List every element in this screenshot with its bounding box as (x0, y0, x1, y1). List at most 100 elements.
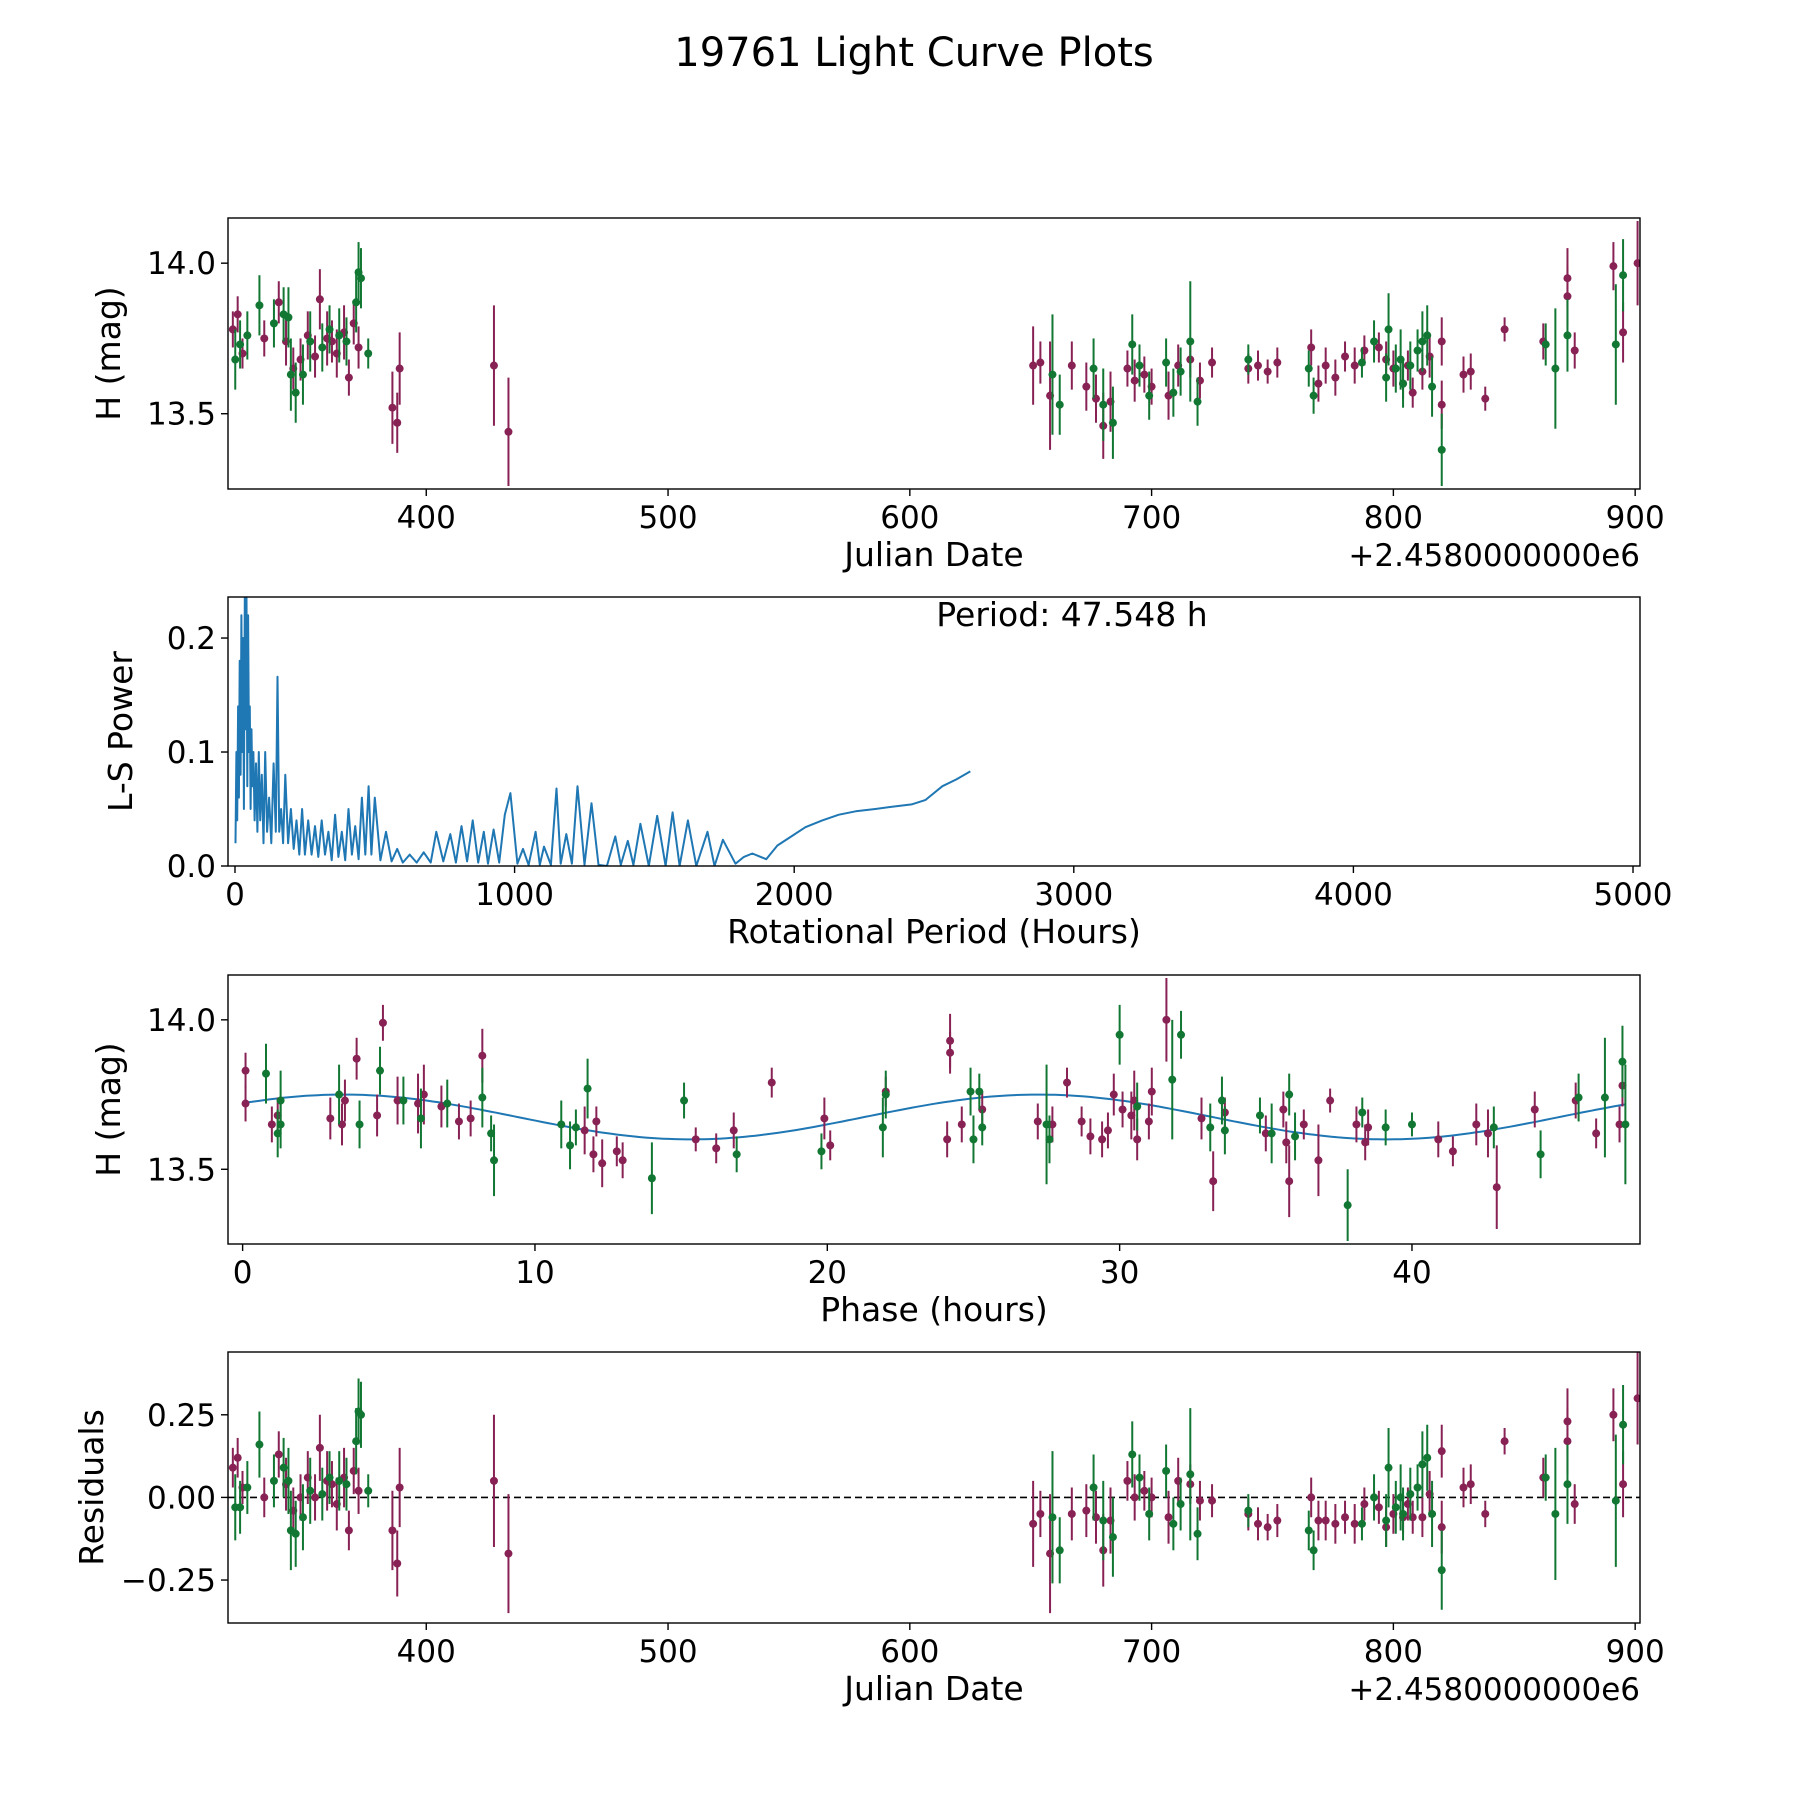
data-point (1609, 262, 1618, 271)
data-point (1128, 1450, 1137, 1459)
data-point (571, 1123, 580, 1132)
data-point (1145, 391, 1154, 400)
data-point (1048, 370, 1057, 379)
y-axis-label: L-S Power (101, 651, 140, 812)
data-point (1118, 1105, 1127, 1114)
data-point (1611, 340, 1620, 349)
data-point (1077, 1117, 1086, 1126)
data-point (269, 319, 278, 328)
data-point (1045, 1135, 1054, 1144)
data-point (1563, 331, 1572, 340)
data-point (443, 1099, 452, 1108)
data-point (647, 1174, 656, 1183)
data-point (1407, 1120, 1416, 1129)
data-point (1135, 1473, 1144, 1482)
data-point (1177, 1030, 1186, 1039)
data-point (1413, 346, 1422, 355)
data-point (1195, 1496, 1204, 1505)
data-point (1408, 388, 1417, 397)
data-point (1055, 400, 1064, 409)
x-axis-label: Julian Date (842, 535, 1024, 574)
x-tick-label: 10 (515, 1255, 554, 1291)
data-point (344, 1526, 353, 1535)
data-point (1162, 1466, 1171, 1475)
data-point (1169, 388, 1178, 397)
data-point (1570, 346, 1579, 355)
data-point (1343, 1201, 1352, 1210)
data-point (233, 310, 242, 319)
data-point (589, 1150, 598, 1159)
data-point (1437, 1523, 1446, 1532)
data-point (1307, 343, 1316, 352)
residuals-axes-frame (227, 1351, 1641, 1624)
data-point (1263, 1523, 1272, 1532)
data-point (1147, 1087, 1156, 1096)
data-point (1033, 1117, 1042, 1126)
data-point (1391, 364, 1400, 373)
data-point (1423, 331, 1432, 340)
data-point (1374, 1503, 1383, 1512)
data-point (1285, 1090, 1294, 1099)
data-point (1282, 1138, 1291, 1147)
data-point (1145, 1509, 1154, 1518)
data-point (1208, 1496, 1217, 1505)
data-point (1193, 1529, 1202, 1538)
data-point (592, 1117, 601, 1126)
data-point (352, 1054, 361, 1063)
data-point (1176, 367, 1185, 376)
data-point (1029, 1519, 1038, 1528)
data-point (1197, 1114, 1206, 1123)
data-point (1489, 1123, 1498, 1132)
data-point (241, 1066, 250, 1075)
data-point (364, 1486, 373, 1495)
y-tick-label: 0.2 (167, 621, 216, 657)
data-point (1331, 1519, 1340, 1528)
data-point (1089, 364, 1098, 373)
data-point (1109, 1090, 1118, 1099)
x-tick-label: 0 (233, 1255, 253, 1291)
data-point (1208, 358, 1217, 367)
x-tick-label: 40 (1392, 1255, 1431, 1291)
data-point (1086, 1132, 1095, 1141)
data-point (1133, 1102, 1142, 1111)
residuals-panel: 400 500 600 700 800 900 −0.25 0.00 0.25 Julian Da… (72, 1351, 1665, 1708)
figure-title: 19761 Light Curve Plots (674, 30, 1153, 76)
data-point (1098, 1135, 1107, 1144)
x-tick-label: 700 (1122, 1634, 1181, 1670)
data-point (767, 1078, 776, 1087)
x-tick-label: 600 (880, 1634, 939, 1670)
data-point (1418, 337, 1427, 346)
periodogram-axes-frame (227, 596, 1641, 867)
data-point (373, 1111, 382, 1120)
data-point (340, 1096, 349, 1105)
data-point (1374, 343, 1383, 352)
x-tick-label: 900 (1606, 1634, 1665, 1670)
data-point (393, 1559, 402, 1568)
data-point (1530, 1105, 1539, 1114)
x-tick-label: 600 (880, 500, 939, 536)
data-point (1423, 1453, 1432, 1462)
filter-2-series (231, 1378, 1628, 1610)
data-point (817, 1147, 826, 1156)
data-point (1067, 1509, 1076, 1518)
data-point (243, 1483, 252, 1492)
data-point (1437, 1447, 1446, 1456)
data-point (1103, 1126, 1112, 1135)
data-point (969, 1135, 978, 1144)
data-point (1299, 1120, 1308, 1129)
data-point (335, 331, 344, 340)
data-point (1314, 1156, 1323, 1165)
phase-folded-plot-area (241, 977, 1630, 1242)
data-point (1466, 1480, 1475, 1489)
data-point (1406, 1490, 1415, 1499)
data-point (1382, 373, 1391, 382)
data-point (1321, 361, 1330, 370)
data-point (274, 298, 283, 307)
data-point (1130, 1493, 1139, 1502)
data-point (269, 1476, 278, 1485)
phase-folded-panel: 0 10 20 30 40 13.5 14.0 Phase (hours) H (mag) (89, 974, 1641, 1329)
data-point (315, 295, 324, 304)
data-point (1130, 376, 1139, 385)
data-point (1541, 1473, 1550, 1482)
periodogram-line (234, 597, 971, 866)
